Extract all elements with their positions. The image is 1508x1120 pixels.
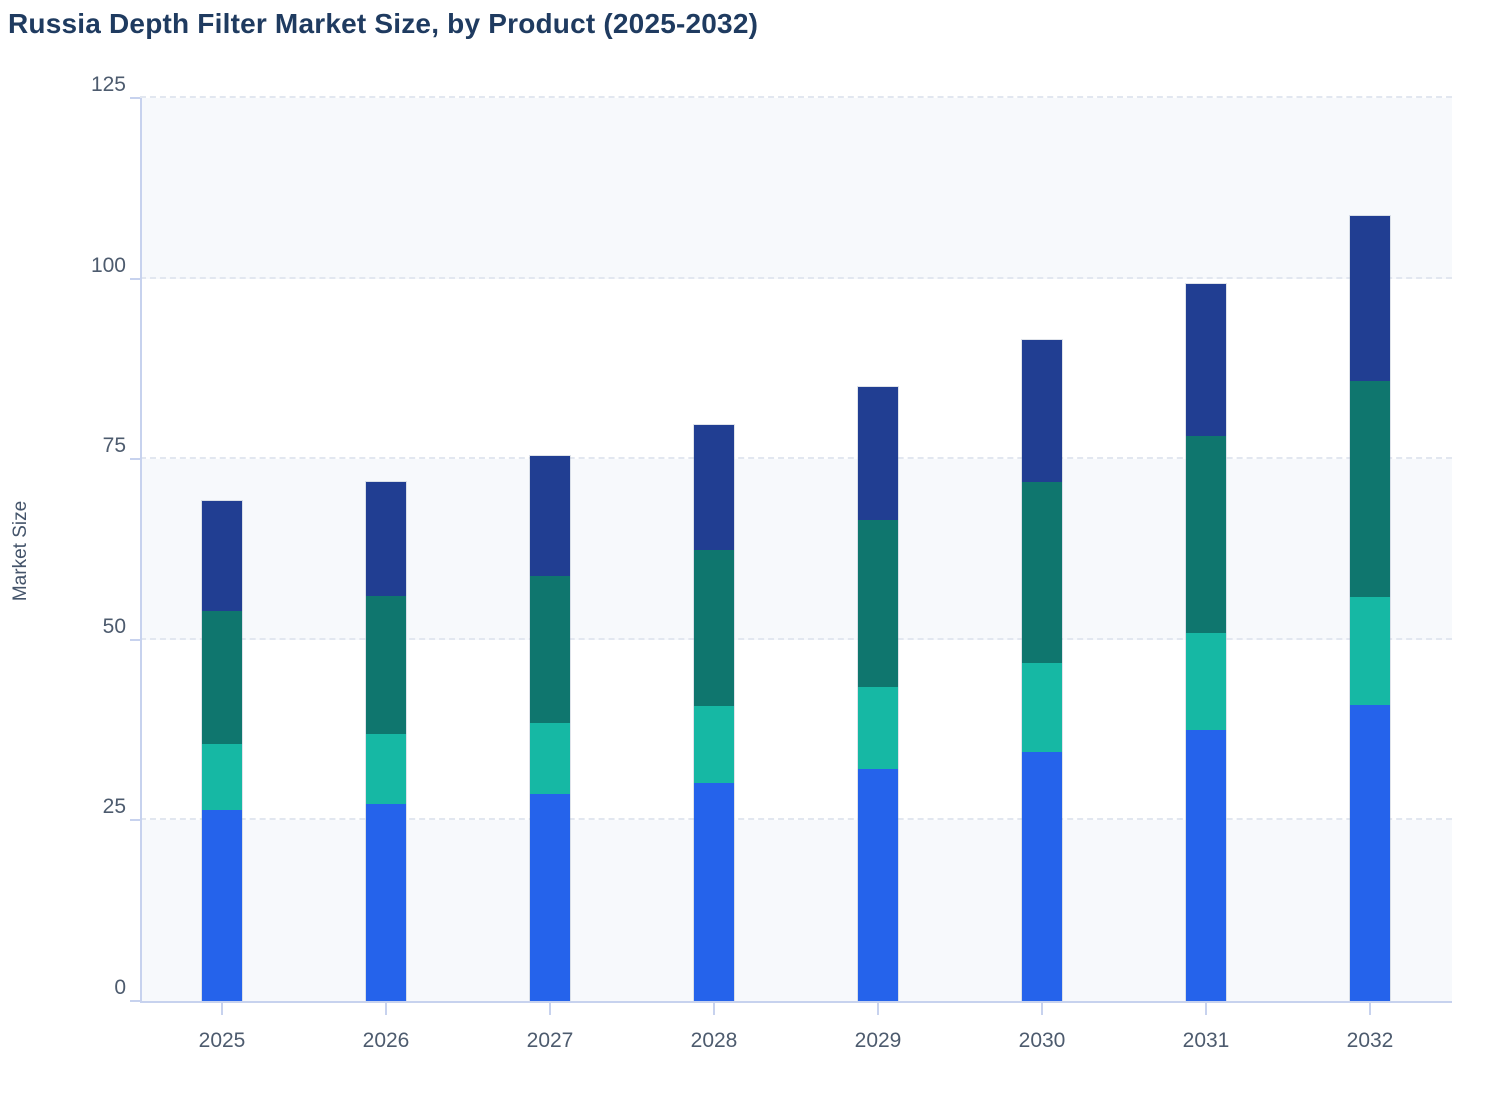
bar-2026[interactable]: [366, 482, 406, 1001]
bar-segment-2026-series-4[interactable]: [366, 482, 406, 597]
x-tick-mark: [1369, 1003, 1371, 1015]
gridline: [140, 637, 1452, 640]
y-tick-label: 100: [90, 253, 126, 277]
bar-segment-2026-series-2[interactable]: [366, 734, 406, 804]
bar-segment-2030-series-3[interactable]: [1022, 482, 1062, 663]
bar-2030[interactable]: [1022, 340, 1062, 1001]
y-axis-title: Market Size: [10, 500, 31, 602]
y-tick-mark: [130, 1000, 140, 1002]
bar-2028[interactable]: [694, 424, 734, 1001]
bar-segment-2029-series-4[interactable]: [858, 386, 898, 520]
bar-segment-2028-series-2[interactable]: [694, 705, 734, 783]
bar-segment-2032-series-2[interactable]: [1350, 597, 1390, 705]
y-tick-label: 25: [102, 795, 126, 819]
bar-segment-2030-series-1[interactable]: [1022, 751, 1062, 1001]
bar-segment-2025-series-2[interactable]: [202, 743, 242, 811]
bar-segment-2028-series-4[interactable]: [694, 424, 734, 551]
y-tick-mark: [130, 458, 140, 461]
gridline: [140, 276, 1452, 279]
background-band: [140, 459, 1452, 640]
y-tick-label: 125: [90, 73, 126, 96]
x-tick-mark: [385, 1003, 387, 1015]
bar-2025[interactable]: [202, 501, 242, 1001]
gridline: [140, 457, 1452, 460]
x-tick-label-2031: 2031: [1182, 1029, 1230, 1052]
bar-segment-2029-series-2[interactable]: [858, 686, 898, 770]
bar-segment-2028-series-1[interactable]: [694, 782, 734, 1001]
background-band: [140, 98, 1452, 279]
bar-segment-2027-series-1[interactable]: [530, 793, 570, 1001]
y-tick-mark: [130, 277, 140, 280]
x-tick-mark: [549, 1003, 551, 1015]
y-tick-label: 0: [114, 976, 126, 999]
x-tick-mark: [1041, 1003, 1043, 1015]
x-tick-mark: [713, 1003, 715, 1015]
x-tick-label-2029: 2029: [854, 1029, 902, 1052]
bar-segment-2025-series-3[interactable]: [202, 610, 242, 744]
bar-segment-2026-series-1[interactable]: [366, 803, 406, 1001]
y-tick-label: 50: [102, 614, 126, 638]
x-axis-line: [140, 1001, 1452, 1003]
y-tick-mark: [130, 638, 140, 641]
bar-segment-2026-series-3[interactable]: [366, 596, 406, 735]
y-tick-mark: [130, 97, 140, 99]
y-tick-label: 75: [102, 434, 126, 458]
bar-segment-2032-series-1[interactable]: [1350, 704, 1390, 1001]
bar-segment-2029-series-1[interactable]: [858, 769, 898, 1001]
bar-segment-2031-series-2[interactable]: [1186, 632, 1226, 731]
x-tick-label-2030: 2030: [1018, 1029, 1066, 1052]
background-band: [140, 820, 1452, 1001]
bar-segment-2027-series-3[interactable]: [530, 575, 570, 723]
gridline: [140, 818, 1452, 821]
bar-segment-2030-series-2[interactable]: [1022, 662, 1062, 752]
bar-2032[interactable]: [1350, 215, 1390, 1001]
bar-2027[interactable]: [530, 456, 570, 1001]
gridline: [140, 96, 1452, 98]
bar-segment-2027-series-2[interactable]: [530, 722, 570, 794]
bar-2031[interactable]: [1186, 283, 1226, 1001]
bar-segment-2025-series-4[interactable]: [202, 501, 242, 611]
x-tick-mark: [221, 1003, 223, 1015]
y-axis-line: [140, 98, 142, 1001]
x-tick-label-2027: 2027: [526, 1029, 574, 1052]
bar-segment-2031-series-4[interactable]: [1186, 283, 1226, 437]
x-tick-label-2028: 2028: [690, 1029, 738, 1052]
bar-segment-2028-series-3[interactable]: [694, 550, 734, 706]
x-tick-label-2032: 2032: [1346, 1029, 1394, 1052]
bar-segment-2032-series-4[interactable]: [1350, 215, 1390, 382]
x-tick-label-2026: 2026: [362, 1029, 410, 1052]
x-tick-mark: [877, 1003, 879, 1015]
x-tick-label-2025: 2025: [198, 1029, 246, 1052]
bar-segment-2025-series-1[interactable]: [202, 810, 242, 1001]
bar-segment-2030-series-4[interactable]: [1022, 340, 1062, 483]
bar-segment-2027-series-4[interactable]: [530, 456, 570, 576]
bar-segment-2032-series-3[interactable]: [1350, 381, 1390, 598]
bar-segment-2029-series-3[interactable]: [858, 519, 898, 687]
plot-area: 0 25 50 75 100 125 2025 2026 2027 2028 2029 2030 20…: [91, 73, 1452, 1052]
page-title: Russia Depth Filter Market Size, by Prod…: [8, 8, 759, 39]
bar-segment-2031-series-1[interactable]: [1186, 730, 1226, 1001]
bar-2029[interactable]: [858, 386, 898, 1001]
y-tick-mark: [130, 819, 140, 822]
bar-segment-2031-series-3[interactable]: [1186, 436, 1226, 633]
x-tick-mark: [1205, 1003, 1207, 1015]
